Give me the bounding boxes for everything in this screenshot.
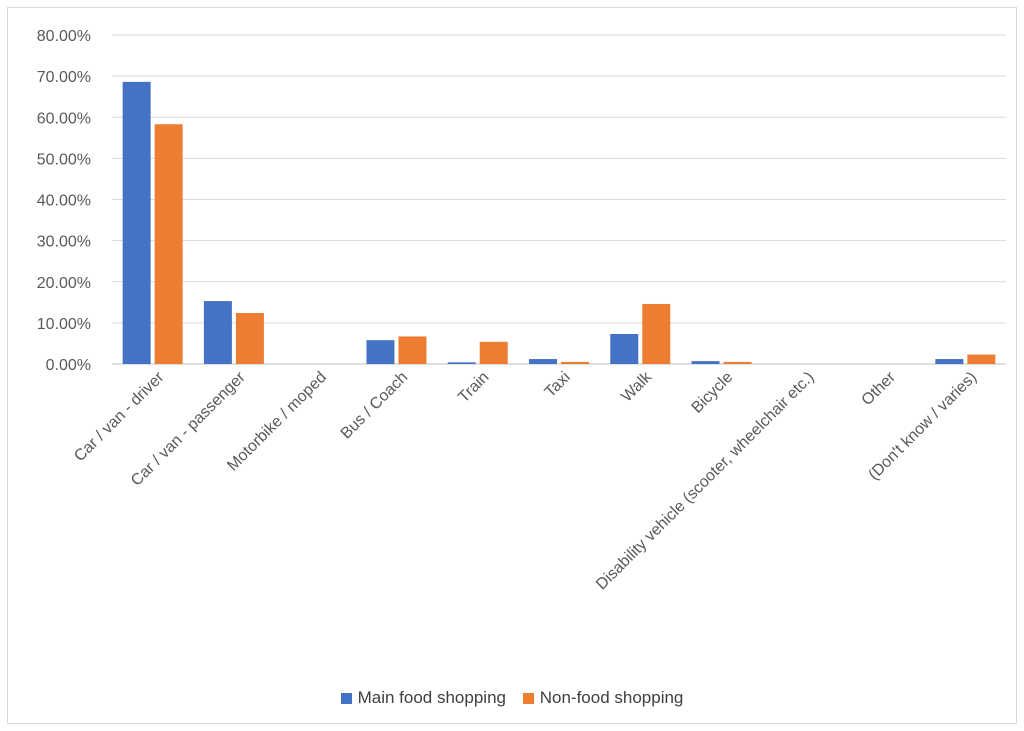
legend: Main food shopping Non-food shopping (0, 688, 1024, 709)
bar (935, 359, 964, 364)
bars (122, 81, 996, 365)
y-tick-label: 30.00% (37, 234, 91, 251)
x-tick-label: Bus / Coach (338, 369, 412, 443)
bar (154, 124, 183, 365)
bar (723, 361, 752, 364)
bar (967, 354, 996, 364)
y-tick-label: 60.00% (37, 110, 91, 127)
legend-item-main-food: Main food shopping (340, 688, 506, 708)
y-tick-label: 80.00% (37, 28, 91, 45)
legend-swatch-main-food (340, 692, 352, 704)
bar (366, 340, 395, 364)
y-tick-label: 20.00% (37, 275, 91, 292)
bar (691, 361, 720, 364)
legend-swatch-non-food (522, 692, 534, 704)
bar (529, 359, 557, 364)
y-tick-label: 40.00% (37, 193, 91, 210)
x-tick-label: Car / van - driver (71, 368, 168, 465)
y-axis-tick-labels: 0.00% 10.00% 20.00% 30.00% 40.00% 50.00% 60.00… (37, 28, 91, 374)
y-tick-label: 0.00% (46, 357, 91, 374)
legend-label-main-food: Main food shopping (357, 688, 506, 707)
x-tick-label: Taxi (542, 369, 574, 401)
bar (122, 81, 151, 364)
x-tick-label: Bicycle (689, 369, 737, 417)
legend-item-non-food: Non-food shopping (522, 688, 684, 708)
x-tick-label: Walk (618, 368, 655, 405)
y-tick-label: 10.00% (37, 316, 91, 333)
bar (479, 341, 508, 364)
bar (235, 313, 264, 364)
bar (610, 333, 639, 364)
bar (203, 301, 232, 364)
legend-label-non-food: Non-food shopping (539, 688, 684, 707)
y-tick-label: 50.00% (37, 151, 91, 168)
x-tick-label: Train (455, 369, 492, 406)
bar (398, 336, 427, 364)
x-tick-label: Other (859, 368, 900, 409)
y-tick-label: 70.00% (37, 69, 91, 86)
bar (447, 362, 476, 364)
bar (642, 303, 671, 364)
bar (561, 361, 589, 364)
